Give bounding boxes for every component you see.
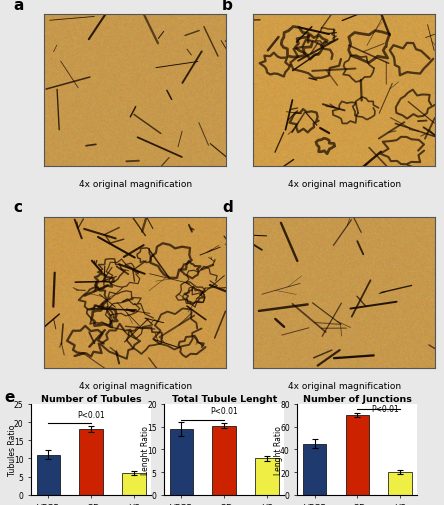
Text: 4x original magnification: 4x original magnification — [288, 381, 400, 390]
Text: e: e — [4, 389, 15, 404]
Text: a: a — [13, 0, 24, 13]
Bar — [213, 426, 236, 495]
Text: d: d — [222, 199, 233, 215]
Bar — [36, 455, 60, 495]
Y-axis label: Lenght Ratio: Lenght Ratio — [141, 425, 150, 474]
Text: P<0.01: P<0.01 — [210, 406, 238, 415]
Text: P<0.01: P<0.01 — [371, 404, 399, 413]
Bar — [122, 473, 146, 495]
Y-axis label: Lenght Ratio: Lenght Ratio — [274, 425, 283, 474]
Bar — [79, 429, 103, 495]
Bar — [170, 429, 193, 495]
Text: 4x original magnification: 4x original magnification — [79, 381, 192, 390]
Text: P<0.01: P<0.01 — [77, 410, 105, 419]
Title: Number of Tubules: Number of Tubules — [41, 394, 141, 403]
Title: Number of Junctions: Number of Junctions — [303, 394, 412, 403]
Y-axis label: Tubules Ratio: Tubules Ratio — [8, 424, 17, 475]
Bar — [346, 416, 369, 495]
Text: c: c — [13, 199, 22, 215]
Bar — [255, 459, 279, 495]
Title: Total Tubule Lenght: Total Tubule Lenght — [171, 394, 277, 403]
Text: b: b — [222, 0, 233, 13]
Text: 4x original magnification: 4x original magnification — [288, 179, 400, 188]
Text: 4x original magnification: 4x original magnification — [79, 179, 192, 188]
Bar — [388, 472, 412, 495]
Bar — [303, 444, 326, 495]
